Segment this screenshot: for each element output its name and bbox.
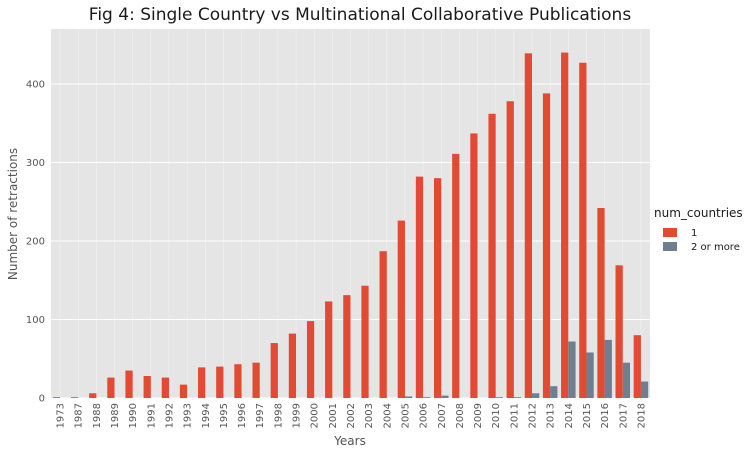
bar xyxy=(441,395,449,398)
bar xyxy=(234,364,242,398)
bar xyxy=(89,393,97,398)
x-tick-label: 1987 xyxy=(74,403,85,428)
bar xyxy=(506,101,514,398)
x-tick-label: 1998 xyxy=(273,403,284,428)
bar xyxy=(604,339,612,398)
x-tick-label: 1973 xyxy=(56,403,67,428)
bar xyxy=(561,52,569,398)
bar xyxy=(343,295,351,398)
x-tick-label: 2000 xyxy=(310,403,321,428)
x-tick-label: 1994 xyxy=(201,403,212,428)
legend-swatch xyxy=(663,228,677,237)
y-tick-label: 0 xyxy=(39,394,45,405)
bar xyxy=(52,397,61,398)
bar xyxy=(125,370,133,398)
y-axis-ticks: 0 100 200 300 400 xyxy=(26,79,45,404)
bar xyxy=(107,377,115,398)
x-tick-label: 1990 xyxy=(128,403,139,428)
x-tick-label: 2013 xyxy=(546,403,557,428)
bar xyxy=(198,367,206,398)
y-tick-label: 200 xyxy=(26,236,45,247)
x-tick-label: 1996 xyxy=(237,403,248,428)
bar xyxy=(70,397,79,398)
x-tick-label: 1993 xyxy=(183,403,194,428)
bar xyxy=(288,333,297,398)
bar xyxy=(633,335,641,398)
x-tick-label: 2014 xyxy=(564,403,575,428)
x-tick-label: 2005 xyxy=(400,403,411,428)
y-tick-label: 100 xyxy=(26,315,45,326)
bar xyxy=(179,384,188,398)
bar xyxy=(143,376,151,398)
x-tick-label: 2004 xyxy=(382,403,393,428)
bar xyxy=(488,113,496,398)
bar xyxy=(470,133,478,399)
bar xyxy=(252,362,260,398)
x-tick-label: 2018 xyxy=(636,403,647,428)
x-tick-label: 1999 xyxy=(292,403,303,428)
bar xyxy=(568,341,576,398)
chart-title: Fig 4: Single Country vs Multinational C… xyxy=(89,5,632,25)
bar xyxy=(532,393,540,398)
legend-label: 2 or more xyxy=(691,242,740,253)
bar xyxy=(161,377,169,398)
bar xyxy=(404,396,413,398)
bar xyxy=(524,53,533,399)
x-tick-label: 2009 xyxy=(473,403,484,428)
bar xyxy=(397,220,405,398)
x-tick-label: 2010 xyxy=(491,403,502,428)
x-tick-label: 2012 xyxy=(528,403,539,428)
y-axis-label: Number of retractions xyxy=(6,148,20,280)
x-tick-label: 2007 xyxy=(437,403,448,428)
bar xyxy=(452,153,460,398)
bar xyxy=(550,386,558,398)
bar xyxy=(586,352,594,398)
bar xyxy=(216,366,224,398)
legend-swatch xyxy=(663,242,677,251)
bar xyxy=(615,265,623,398)
bar xyxy=(361,285,369,398)
x-tick-label: 2008 xyxy=(455,403,466,428)
x-tick-label: 2011 xyxy=(509,403,520,428)
legend: num_countries 1 2 or more xyxy=(654,206,743,253)
bar xyxy=(622,362,631,398)
x-axis-label: Years xyxy=(333,434,366,448)
bar xyxy=(513,397,522,398)
x-tick-label: 2003 xyxy=(364,403,375,428)
legend-title: num_countries xyxy=(654,206,743,220)
bar xyxy=(415,176,424,398)
x-tick-label: 1995 xyxy=(219,403,230,428)
bar xyxy=(270,343,278,398)
x-tick-label: 2017 xyxy=(618,403,629,428)
bars xyxy=(52,52,649,399)
bar xyxy=(325,301,333,398)
x-tick-label: 2015 xyxy=(582,403,593,428)
bar xyxy=(597,208,605,398)
bar xyxy=(379,251,387,398)
bar xyxy=(423,397,431,398)
bar xyxy=(495,397,503,398)
x-tick-label: 1991 xyxy=(146,403,157,428)
x-tick-label: 2001 xyxy=(328,403,339,428)
x-tick-label: 1997 xyxy=(255,403,266,428)
x-tick-label: 1988 xyxy=(92,403,103,428)
x-tick-label: 2016 xyxy=(600,403,611,428)
x-tick-label: 2002 xyxy=(346,403,357,428)
x-tick-label: 2006 xyxy=(419,403,430,428)
y-tick-label: 300 xyxy=(26,158,45,169)
x-axis-ticks: 1973 1987 1988 1989 1990 1991 1992 1993 1994 1995… xyxy=(56,403,648,428)
bar xyxy=(640,381,649,398)
bar xyxy=(579,62,587,398)
legend-label: 1 xyxy=(691,228,697,239)
x-tick-label: 1989 xyxy=(110,403,121,428)
x-tick-label: 1992 xyxy=(164,403,175,428)
bar xyxy=(306,321,315,398)
bar xyxy=(542,93,551,398)
y-tick-label: 400 xyxy=(26,79,45,90)
bar xyxy=(433,178,442,398)
